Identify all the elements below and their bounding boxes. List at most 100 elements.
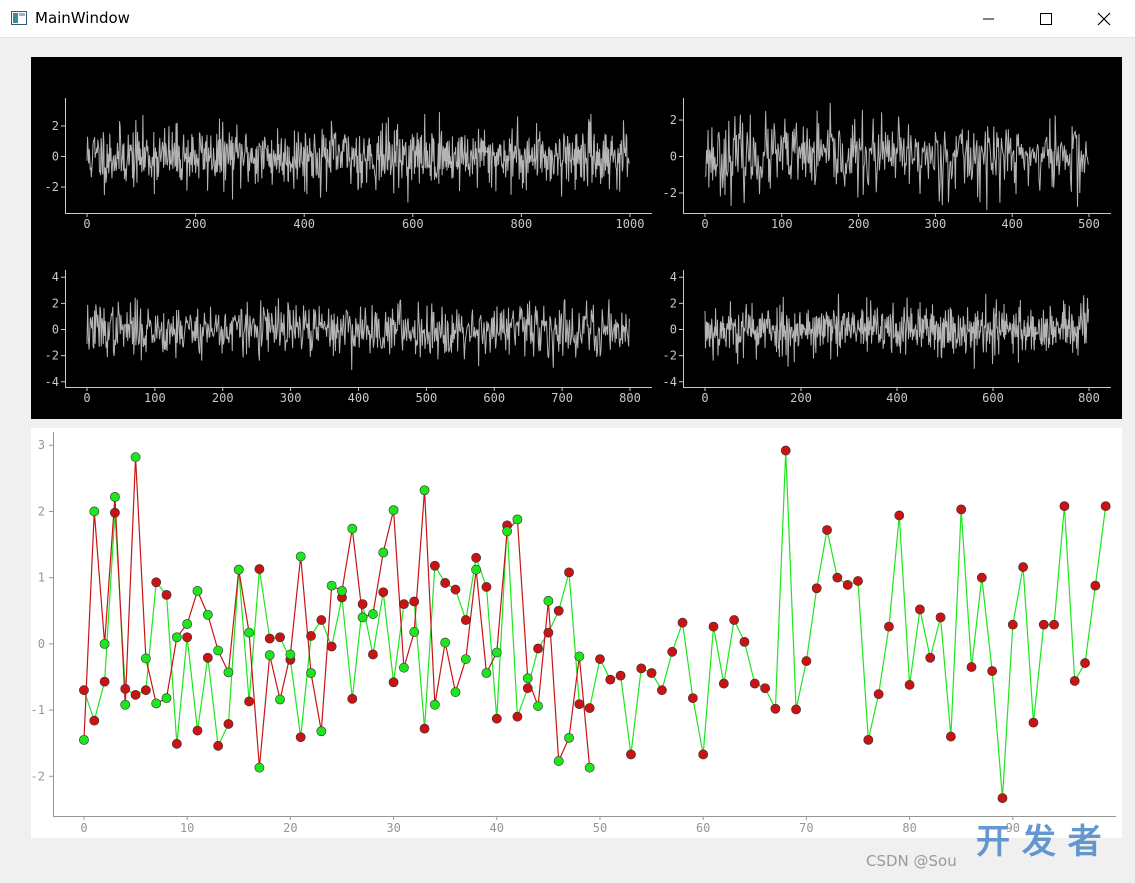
x-tick-label: 500 (416, 391, 438, 405)
series-0-point (254, 762, 265, 773)
x-tick-label: 200 (790, 391, 812, 405)
y-tick-label: -2 (31, 769, 45, 783)
series-1-point (481, 582, 492, 592)
minimize-button[interactable] (960, 0, 1018, 38)
series-1-point (357, 599, 368, 610)
series-1-point (760, 683, 771, 694)
series-1-point (801, 656, 812, 666)
series-1-point (657, 685, 667, 696)
series-0-point (388, 505, 399, 516)
series-1-point (1007, 619, 1018, 630)
series-1-point (264, 633, 275, 644)
x-tick-label: 50 (593, 821, 607, 835)
x-tick-label: 600 (402, 217, 424, 231)
series-0-point (275, 694, 285, 705)
series-0-point (543, 595, 554, 606)
series-1-point (368, 649, 378, 660)
y-tick-label: 2 (670, 113, 677, 127)
series-1-line (83, 450, 1107, 799)
series-1-point (192, 725, 203, 736)
title-bar: MainWindow (0, 0, 1135, 38)
y-tick-label: 0 (52, 323, 59, 337)
x-tick-label: 200 (185, 217, 207, 231)
series-1-point (739, 636, 750, 647)
series-0-point (574, 651, 585, 662)
series-1-point (254, 564, 265, 574)
y-tick-label: 0 (670, 150, 677, 164)
series-0-point (110, 491, 120, 502)
maximize-button[interactable] (1017, 0, 1075, 38)
scatter-plot-panel: 0 10 20 30 40 50 60 70 80 90 -2 -1 0 1 2 3 (31, 428, 1122, 838)
series-0-point (450, 687, 461, 698)
x-tick-label: 300 (280, 391, 302, 405)
series-1-point (151, 577, 162, 588)
x-tick-label: 0 (80, 821, 87, 835)
y-tick-label: 2 (52, 296, 59, 310)
y-tick-label: 0 (52, 150, 59, 164)
y-tick-label: -2 (45, 180, 59, 194)
series-1-point (832, 572, 843, 583)
series-0-point (264, 650, 275, 661)
scatter-plot-svg: 0 10 20 30 40 50 60 70 80 90 -2 -1 0 1 2 3 (31, 432, 1116, 835)
y-tick-label: -4 (45, 375, 59, 389)
series-1-point (770, 703, 781, 714)
series-0-point (553, 756, 564, 766)
series-1-point (718, 678, 729, 689)
series-1-point (202, 652, 213, 663)
series-1-point (182, 632, 193, 643)
x-tick-label: 90 (1006, 821, 1020, 835)
x-tick-label: 400 (886, 391, 908, 405)
series-0-point (89, 506, 100, 517)
series-0-point (223, 667, 234, 678)
series-0-point (285, 649, 296, 660)
close-button[interactable] (1075, 0, 1133, 38)
x-tick-label: 600 (982, 391, 1004, 405)
series-0-point (151, 698, 162, 709)
x-tick-label: 0 (701, 391, 708, 405)
series-1-point (1100, 501, 1111, 512)
x-tick-label: 30 (386, 821, 400, 835)
series-0-point (202, 609, 213, 620)
series-1-point (378, 587, 389, 598)
series-1-point (595, 654, 605, 664)
series-0-point (481, 668, 492, 678)
series-0-point (512, 514, 523, 525)
series-1-point (316, 615, 327, 625)
series-1-point (605, 674, 616, 685)
y-tick-label: 3 (38, 438, 45, 452)
series-0-point (326, 580, 337, 591)
series-1-point (130, 689, 141, 700)
sensor-plot-3: 0 200 400 600 800 -4 -2 0 2 4 (663, 270, 1111, 405)
x-tick-label: 400 (1001, 217, 1023, 231)
series-1-point (584, 703, 595, 713)
series-1-point (822, 525, 832, 535)
series-1-point (564, 567, 574, 578)
series-0-point (533, 701, 543, 711)
y-tick-label: -2 (663, 349, 677, 363)
app-icon (11, 11, 27, 25)
series-1-point (522, 683, 533, 694)
series-1-point (987, 666, 998, 676)
series-0-point (233, 564, 244, 575)
y-tick-label: 2 (38, 504, 45, 518)
series-1-point (79, 685, 89, 696)
series-0-point (316, 726, 327, 737)
y-tick-label: -2 (45, 349, 59, 363)
series-0-point (306, 668, 316, 678)
series-1-point (140, 685, 151, 696)
series-0-point (419, 485, 430, 496)
y-tick-label: 2 (52, 119, 59, 133)
series-0-point (347, 523, 358, 534)
series-1-point (780, 445, 791, 456)
series-1-point (615, 670, 626, 681)
series-0-point (130, 452, 141, 463)
series-1-point (1090, 580, 1101, 591)
series-0-point (161, 693, 172, 704)
series-1-point (244, 696, 254, 707)
series-0-point (357, 612, 368, 623)
series-1-point (440, 578, 451, 588)
series-1-point (863, 734, 874, 745)
x-tick-label: 300 (925, 217, 947, 231)
series-1-point (626, 749, 636, 760)
series-0-point (440, 637, 451, 648)
